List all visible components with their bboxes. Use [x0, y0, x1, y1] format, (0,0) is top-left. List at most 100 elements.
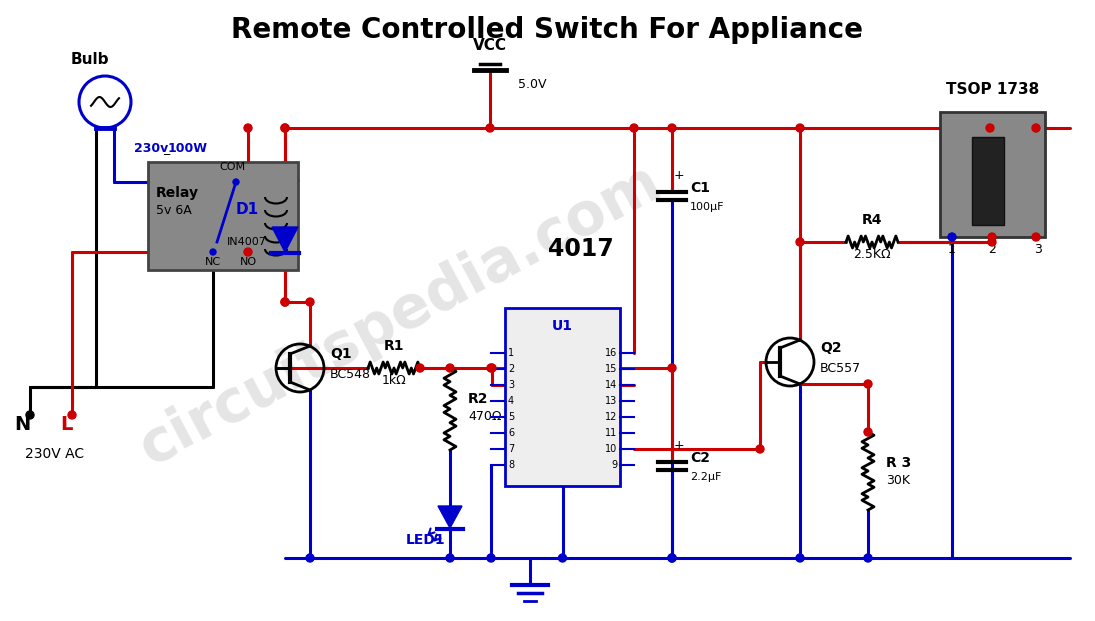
Text: 3: 3 — [508, 380, 515, 390]
Circle shape — [487, 554, 495, 562]
Text: 13: 13 — [604, 396, 616, 406]
Circle shape — [1031, 233, 1040, 241]
Text: 100W: 100W — [168, 142, 208, 155]
Text: R1: R1 — [383, 339, 404, 353]
Polygon shape — [272, 227, 298, 252]
Circle shape — [306, 554, 314, 562]
Text: 15: 15 — [604, 364, 616, 374]
Text: Q2: Q2 — [820, 341, 842, 355]
Circle shape — [281, 124, 289, 132]
Circle shape — [864, 554, 872, 562]
Text: COM: COM — [219, 162, 245, 172]
Circle shape — [796, 554, 804, 562]
Circle shape — [244, 248, 252, 256]
Circle shape — [1031, 124, 1040, 132]
Text: VCC: VCC — [473, 38, 507, 53]
Text: C2: C2 — [690, 451, 710, 465]
Circle shape — [864, 380, 872, 388]
Text: D1: D1 — [235, 202, 258, 217]
Circle shape — [948, 233, 956, 241]
Text: 30K: 30K — [886, 474, 910, 487]
Text: NC: NC — [205, 257, 221, 267]
Circle shape — [668, 364, 676, 372]
Text: N: N — [14, 415, 31, 434]
Text: U1: U1 — [552, 319, 573, 333]
Circle shape — [986, 124, 994, 132]
Circle shape — [233, 179, 239, 185]
Text: R2: R2 — [468, 392, 488, 406]
Text: _: _ — [163, 142, 170, 155]
Text: C1: C1 — [690, 181, 710, 195]
Text: 470Ω: 470Ω — [468, 410, 502, 423]
Text: 3: 3 — [1034, 243, 1042, 256]
Text: Q1: Q1 — [330, 347, 351, 361]
Text: 14: 14 — [604, 380, 616, 390]
Text: R 3: R 3 — [886, 456, 911, 470]
Text: 11: 11 — [604, 428, 616, 438]
Text: 6: 6 — [508, 428, 515, 438]
Circle shape — [416, 364, 424, 372]
Text: R4: R4 — [862, 213, 883, 227]
Circle shape — [446, 364, 454, 372]
Bar — [148, 162, 298, 270]
Text: L: L — [60, 415, 72, 434]
Text: +: + — [675, 169, 684, 182]
Circle shape — [26, 411, 34, 419]
Text: BC557: BC557 — [820, 362, 861, 375]
Circle shape — [864, 428, 872, 436]
Text: 16: 16 — [604, 348, 616, 358]
Circle shape — [446, 554, 454, 562]
Text: 1: 1 — [948, 243, 956, 256]
Text: 2: 2 — [508, 364, 515, 374]
Circle shape — [281, 124, 289, 132]
Text: 12: 12 — [604, 412, 616, 422]
Bar — [972, 137, 1004, 225]
Circle shape — [668, 554, 676, 562]
Bar — [505, 308, 620, 486]
Text: 9: 9 — [611, 460, 616, 470]
Text: 5: 5 — [508, 412, 515, 422]
Text: BC548: BC548 — [330, 368, 371, 381]
Text: Remote Controlled Switch For Appliance: Remote Controlled Switch For Appliance — [231, 16, 863, 44]
Text: 100μF: 100μF — [690, 202, 725, 212]
Text: 2.2μF: 2.2μF — [690, 472, 722, 482]
Circle shape — [486, 124, 494, 132]
Circle shape — [244, 124, 252, 132]
Text: 2: 2 — [988, 243, 996, 256]
Text: 7: 7 — [508, 444, 515, 454]
Circle shape — [281, 298, 289, 306]
Text: Relay: Relay — [155, 186, 199, 200]
Text: 5.0V: 5.0V — [518, 78, 546, 91]
Circle shape — [796, 238, 804, 246]
Text: 4017: 4017 — [548, 237, 613, 261]
Text: Bulb: Bulb — [71, 52, 110, 67]
Circle shape — [988, 233, 996, 241]
Circle shape — [306, 298, 314, 306]
Circle shape — [281, 298, 289, 306]
Text: 10: 10 — [604, 444, 616, 454]
Circle shape — [68, 411, 76, 419]
Circle shape — [488, 364, 496, 372]
Text: IN4007: IN4007 — [227, 237, 267, 247]
Text: +: + — [675, 439, 684, 452]
Circle shape — [668, 124, 676, 132]
Circle shape — [487, 364, 495, 372]
Text: 230v: 230v — [134, 142, 169, 155]
Text: 4: 4 — [508, 396, 515, 406]
Text: TSOP 1738: TSOP 1738 — [946, 82, 1039, 97]
Circle shape — [988, 238, 996, 246]
Text: 230V AC: 230V AC — [25, 447, 84, 461]
Circle shape — [558, 554, 566, 562]
Circle shape — [630, 124, 638, 132]
Circle shape — [210, 249, 216, 255]
Text: 1: 1 — [508, 348, 515, 358]
Text: circuitspedia.com: circuitspedia.com — [129, 153, 670, 477]
Bar — [940, 112, 1045, 237]
Text: LED1: LED1 — [406, 533, 446, 547]
Polygon shape — [438, 506, 462, 528]
Circle shape — [796, 124, 804, 132]
Circle shape — [245, 249, 251, 255]
Text: 2.5KΩ: 2.5KΩ — [853, 248, 891, 261]
Circle shape — [756, 445, 764, 453]
Text: 1kΩ: 1kΩ — [382, 374, 406, 387]
